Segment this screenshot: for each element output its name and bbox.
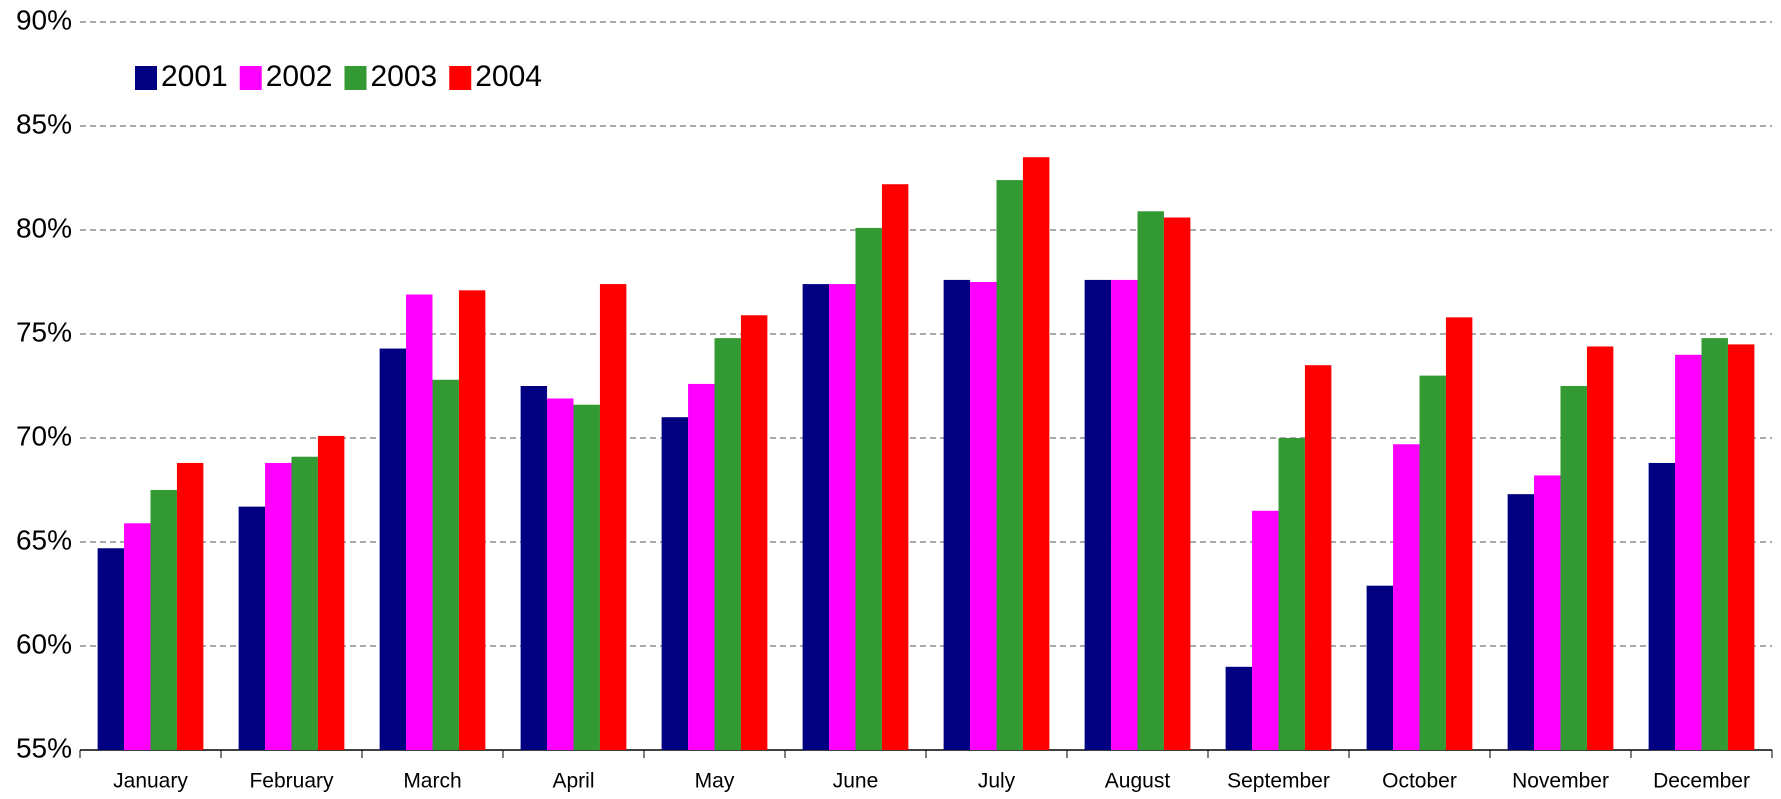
- bar: [547, 398, 574, 750]
- x-tick-label: November: [1512, 770, 1609, 793]
- bar: [740, 315, 768, 750]
- legend-swatch: [344, 66, 367, 90]
- bar: [124, 523, 151, 750]
- y-tick-label: 65%: [16, 524, 72, 555]
- y-tick-label: 85%: [16, 108, 72, 139]
- legend-swatch: [449, 66, 472, 90]
- bar: [379, 348, 407, 750]
- bar: [1022, 157, 1050, 750]
- legend-label: 2001: [161, 60, 228, 93]
- x-tick-label: December: [1653, 770, 1750, 793]
- bar: [599, 284, 627, 750]
- x-tick-label: February: [249, 770, 334, 793]
- bar: [802, 284, 830, 750]
- x-tick-label: July: [978, 770, 1016, 793]
- bar: [1560, 386, 1587, 750]
- bar: [317, 435, 345, 750]
- y-tick-label: 90%: [16, 4, 72, 35]
- bar: [432, 379, 459, 750]
- bar: [1727, 344, 1755, 750]
- bar: [176, 462, 204, 750]
- bar: [1393, 444, 1420, 750]
- bar: [855, 227, 882, 751]
- bar: [970, 282, 997, 750]
- bar: [688, 383, 715, 750]
- bar: [238, 506, 266, 750]
- bar: [458, 290, 486, 750]
- bar: [943, 279, 971, 750]
- bar: [520, 386, 548, 750]
- bar: [1252, 510, 1279, 750]
- bar: [881, 184, 909, 751]
- legend-label: 2004: [475, 60, 542, 93]
- x-tick-label: October: [1382, 770, 1457, 793]
- y-tick-label: 55%: [16, 732, 72, 763]
- bar: [1084, 279, 1112, 750]
- x-tick-label: April: [552, 770, 594, 793]
- legend-label: 2002: [266, 60, 333, 93]
- bar: [714, 338, 741, 750]
- legend-swatch: [239, 66, 262, 90]
- x-tick-label: March: [403, 770, 461, 793]
- bar: [1366, 585, 1394, 750]
- y-tick-label: 70%: [16, 420, 72, 451]
- x-tick-label: June: [833, 770, 879, 793]
- bar: [1445, 317, 1473, 750]
- x-tick-label: January: [113, 770, 188, 793]
- y-tick-label: 75%: [16, 316, 72, 347]
- bar: [1278, 438, 1305, 750]
- bar: [1137, 211, 1164, 750]
- bar: [1534, 475, 1561, 750]
- bar: [406, 294, 433, 750]
- bar: [1419, 375, 1446, 750]
- bar: [829, 284, 856, 750]
- x-tick-label: August: [1105, 770, 1171, 793]
- bar: [1648, 462, 1676, 750]
- bar: [1111, 279, 1138, 750]
- bar: [265, 462, 292, 750]
- bar: [1304, 365, 1332, 750]
- bar: [573, 404, 600, 750]
- x-tick-label: September: [1227, 770, 1330, 793]
- bar: [1701, 338, 1728, 750]
- bar: [1507, 494, 1535, 750]
- y-tick-label: 60%: [16, 628, 72, 659]
- bar: [97, 548, 125, 750]
- x-tick-label: May: [695, 770, 735, 793]
- bar: [1675, 354, 1702, 750]
- bar: [1586, 346, 1614, 750]
- bar: [1163, 217, 1191, 750]
- bar: [661, 417, 689, 750]
- legend-label: 2003: [371, 60, 438, 93]
- y-tick-label: 80%: [16, 212, 72, 243]
- bar: [150, 490, 177, 750]
- bar: [1225, 666, 1253, 750]
- legend-swatch: [135, 66, 157, 90]
- bar: [996, 180, 1023, 750]
- bar: [291, 456, 318, 750]
